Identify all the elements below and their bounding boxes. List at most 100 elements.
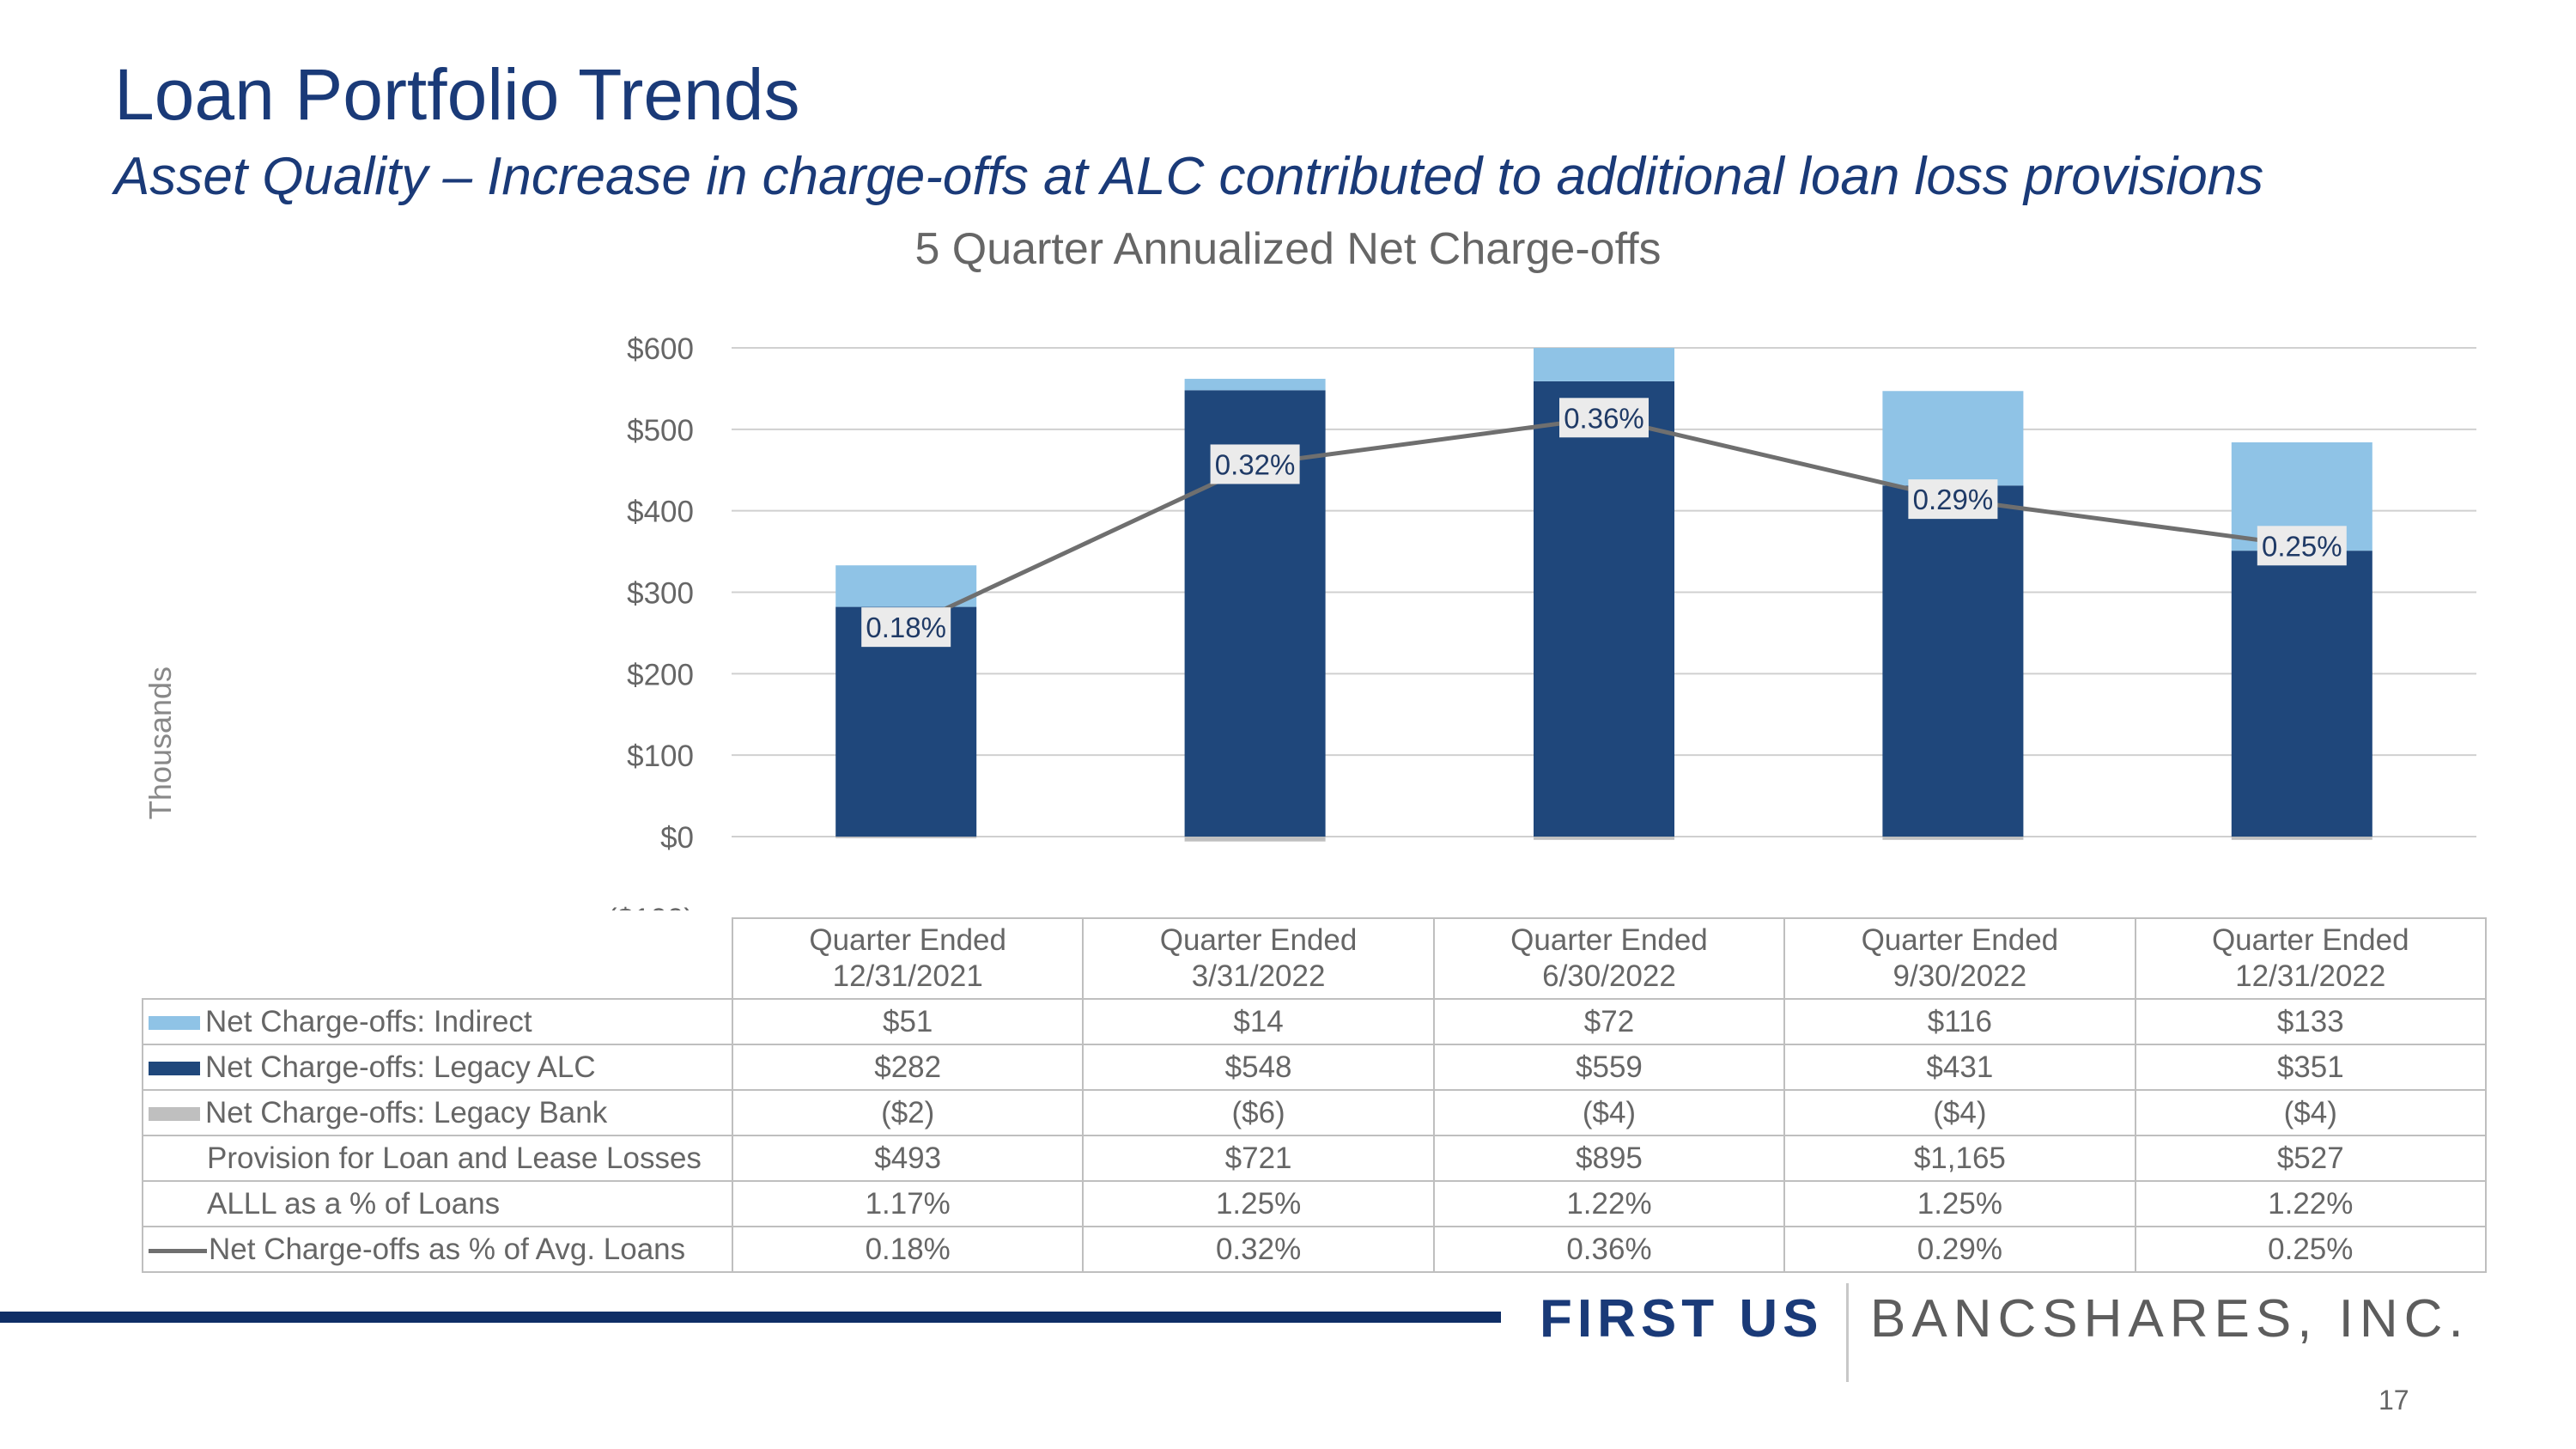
table-cell: $548 [1082,1044,1435,1091]
brand-separator [1846,1283,1849,1382]
table-row: Net Charge-offs: Indirect $51 $14 $72 $116 $1… [142,998,2487,1045]
table-cell: $51 [731,998,1084,1045]
table-column-header: Quarter Ended 12/31/2022 [2134,917,2487,1000]
brand-first-us: FIRST US [1540,1289,1824,1349]
bar-legacy-bank [1184,837,1326,842]
page-subtitle: Asset Quality – Increase in charge-offs … [114,147,2264,206]
footer-rule [0,1312,1501,1323]
bar-indirect [1882,391,2024,486]
table-cell: $116 [1783,998,2136,1045]
line-label-box [1908,479,1998,520]
legend-label: ALLL as a % of Loans [207,1186,501,1221]
table-cell: $895 [1432,1135,1786,1182]
table-row-label: Net Charge-offs: Legacy ALC [142,1044,733,1091]
line-label-box [1559,398,1649,438]
legend-line-swatch [149,1248,207,1253]
table-cell: $14 [1082,998,1435,1045]
legend-label: Net Charge-offs as % of Avg. Loans [209,1232,686,1266]
table-cell: $1,165 [1783,1135,2136,1182]
y-axis-title: Thousands [143,667,178,819]
table-cell: 1.17% [731,1180,1084,1227]
line-data-label: 0.29% [1913,484,1994,515]
table-cell: 0.25% [2134,1226,2487,1273]
line-data-label: 0.18% [866,612,946,643]
chart-data-table: Quarter Ended 12/31/2021 Quarter Ended 3/31… [142,917,2487,1273]
table-cell: 1.22% [1432,1180,1786,1227]
legend-label: Net Charge-offs: Indirect [205,1004,532,1038]
line-data-label: 0.32% [1215,448,1296,480]
table-cell: ($4) [1783,1089,2136,1136]
line-label-box [861,607,951,648]
y-tick-label: $300 [627,577,694,611]
table-cell: ($2) [731,1089,1084,1136]
table-row: ALLL as a % of Loans 1.17% 1.25% 1.22% 1.25%… [142,1180,2487,1227]
table-cell: $282 [731,1044,1084,1091]
table-row-label: Provision for Loan and Lease Losses [142,1135,733,1182]
bar-legacy-bank [1534,837,1674,840]
table-cell: 0.18% [731,1226,1084,1273]
table-cell: $559 [1432,1044,1786,1091]
line-label-box [1210,444,1300,484]
bar-legacy-bank [1882,837,2024,840]
table-row: Net Charge-offs: Legacy Bank ($2) ($6) ($4)… [142,1089,2487,1136]
line-data-label: 0.36% [1564,402,1644,434]
table-cell: 0.32% [1082,1226,1435,1273]
legend-swatch [149,1016,200,1031]
table-corner [143,918,733,1000]
table-cell: $721 [1082,1135,1435,1182]
table-column-header: Quarter Ended 6/30/2022 [1432,917,1786,1000]
bar-indirect [1184,379,1326,391]
table-cell: 1.25% [1783,1180,2136,1227]
table-row: Provision for Loan and Lease Losses $493 $… [142,1135,2487,1182]
table-cell: 0.29% [1783,1226,2136,1273]
table-column-header: Quarter Ended 12/31/2021 [731,917,1084,1000]
bar-legacy-alc [2231,551,2372,837]
table-row-label: Net Charge-offs as % of Avg. Loans [142,1226,733,1273]
y-tick-label: $600 [627,332,694,366]
table-row-label: ALLL as a % of Loans [142,1180,733,1227]
table-cell: $351 [2134,1044,2487,1091]
table-cell: $133 [2134,998,2487,1045]
line-data-label: 0.25% [2262,530,2342,562]
table-cell: ($4) [2134,1089,2487,1136]
table-cell: ($6) [1082,1089,1435,1136]
y-tick-label: ($100) [607,903,694,910]
table-cell: $493 [731,1135,1084,1182]
y-tick-label: $500 [627,414,694,447]
legend-swatch [149,1107,200,1122]
bar-legacy-bank [835,837,977,838]
page-number: 17 [2379,1385,2409,1416]
table-cell: 1.22% [2134,1180,2487,1227]
bar-legacy-alc [1534,381,1674,837]
legend-label: Net Charge-offs: Legacy ALC [205,1050,596,1084]
table-cell: ($4) [1432,1089,1786,1136]
table-cell: 1.25% [1082,1180,1435,1227]
table-cell: $431 [1783,1044,2136,1091]
table-row-label: Net Charge-offs: Legacy Bank [142,1089,733,1136]
table-cell: $72 [1432,998,1786,1045]
chart-title: 5 Quarter Annualized Net Charge-offs [914,224,1662,274]
legend-label: Provision for Loan and Lease Losses [207,1141,702,1175]
table-row-label: Net Charge-offs: Indirect [142,998,733,1045]
y-tick-label: $200 [627,658,694,691]
legend-swatch [149,1062,200,1076]
legend-label: Net Charge-offs: Legacy Bank [205,1095,608,1129]
table-row: Net Charge-offs: Legacy ALC $282 $548 $559 $… [142,1044,2487,1091]
page-title: Loan Portfolio Trends [114,54,800,135]
table-cell: $527 [2134,1135,2487,1182]
line-label-box [2257,526,2347,566]
bar-legacy-alc [1882,485,2024,837]
table-cell: 0.36% [1432,1226,1786,1273]
y-tick-label: $100 [627,740,694,773]
table-header-row: Quarter Ended 12/31/2021 Quarter Ended 3/31… [143,917,2487,1000]
net-charge-offs-chart: $600 $500 $400 $300 $200 $100 $0 ($100) Thousand… [143,332,2476,910]
y-tick-label: $0 [660,821,694,855]
bar-legacy-bank [2231,837,2372,840]
table-body: Net Charge-offs: Indirect $51 $14 $72 $116 $1… [142,998,2487,1273]
bar-indirect [1534,348,1674,381]
table-column-header: Quarter Ended 3/31/2022 [1082,917,1435,1000]
table-row: Net Charge-offs as % of Avg. Loans 0.18% 0… [142,1226,2487,1273]
brand-bancshares: BANCSHARES, INC. [1870,1289,2470,1349]
table-column-header: Quarter Ended 9/30/2022 [1783,917,2136,1000]
y-tick-label: $400 [627,496,694,529]
